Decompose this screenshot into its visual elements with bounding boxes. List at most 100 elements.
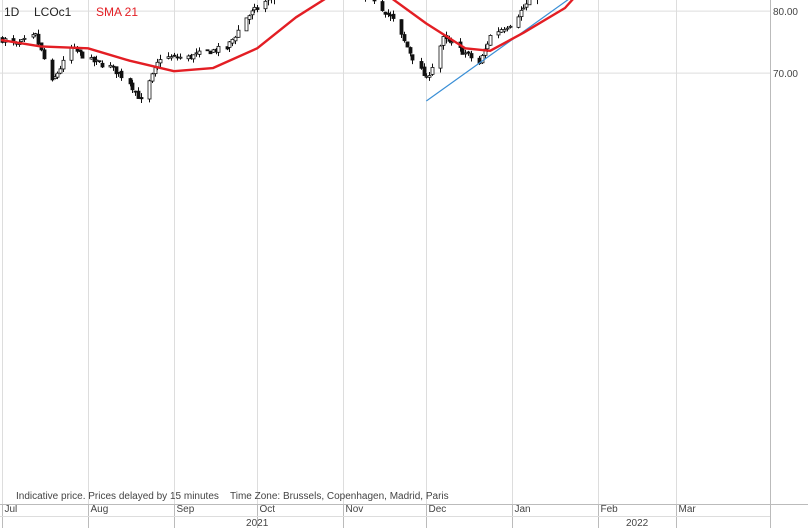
y-tick-label: 80.00 <box>773 7 798 18</box>
candle <box>78 49 83 56</box>
candle-body <box>111 65 116 68</box>
candle-body <box>178 56 183 59</box>
candle-body <box>80 51 85 59</box>
candle-body <box>388 14 393 17</box>
legend-interval[interactable]: 1D <box>4 5 20 19</box>
candle-body <box>488 35 493 46</box>
candle <box>505 26 510 32</box>
sma-line <box>0 0 574 73</box>
candle-body <box>508 25 513 28</box>
candle <box>380 0 385 12</box>
candle <box>427 71 432 81</box>
candle-body <box>255 7 260 10</box>
x-tick-label: Feb <box>601 504 619 515</box>
candle-body <box>227 41 232 48</box>
candle-body <box>502 29 507 32</box>
candle-body <box>205 49 210 52</box>
candle <box>527 0 532 6</box>
support-trendline <box>425 0 569 102</box>
candle-body <box>169 56 174 59</box>
x-tick-label: Sep <box>177 504 195 515</box>
candle-body <box>172 54 177 57</box>
candle <box>150 72 155 83</box>
x-tick-label: Jan <box>515 504 531 515</box>
candle-body <box>114 66 119 75</box>
candle-body <box>36 33 41 45</box>
candle <box>537 0 538 5</box>
candle-body <box>469 53 474 59</box>
x-year-label: 2021 <box>246 518 269 528</box>
candle-body <box>250 10 255 16</box>
candle <box>205 49 210 52</box>
candle-body <box>247 15 252 20</box>
candle <box>391 10 396 22</box>
candle <box>524 0 529 11</box>
legend-sma[interactable]: SMA 21 <box>96 5 138 19</box>
candle-body <box>521 7 526 10</box>
x-tick-label: Nov <box>346 504 364 515</box>
candle <box>233 35 238 45</box>
candle-body <box>466 51 471 54</box>
candle <box>114 66 119 79</box>
candle-body <box>208 50 213 55</box>
candle-body <box>527 0 532 6</box>
candle-body <box>139 97 144 100</box>
candle-body <box>108 64 113 68</box>
candle <box>410 54 415 65</box>
candle-body <box>33 33 38 36</box>
candle <box>227 41 232 53</box>
candle <box>36 29 41 47</box>
candle-body <box>100 62 105 68</box>
candle-body <box>408 47 413 54</box>
candle <box>42 47 47 60</box>
candle <box>466 50 471 56</box>
candle <box>271 0 272 4</box>
candle-body <box>58 68 63 74</box>
candle <box>208 50 213 55</box>
candle <box>139 93 144 103</box>
candle-body <box>430 67 435 75</box>
candle-body <box>69 47 74 61</box>
candle <box>405 41 410 48</box>
candle <box>136 87 141 99</box>
candle <box>266 0 271 6</box>
candle-body <box>438 45 443 69</box>
candle <box>61 56 66 73</box>
candle-body <box>89 57 94 60</box>
grid <box>0 0 770 504</box>
candle <box>50 58 55 82</box>
sma-layer <box>0 0 574 73</box>
candle <box>496 27 501 39</box>
candle-body <box>372 0 377 2</box>
candle-body <box>524 3 529 8</box>
candle-body <box>119 70 124 79</box>
candle-body <box>175 56 180 59</box>
candle <box>488 34 493 46</box>
candle <box>172 52 177 57</box>
candle <box>119 68 124 81</box>
candle <box>80 51 85 59</box>
candle <box>430 63 435 76</box>
candle-body <box>427 75 432 78</box>
candle <box>521 4 526 10</box>
candle-body <box>150 73 155 82</box>
candle-body <box>380 1 385 11</box>
x-tick-label: Dec <box>429 504 447 515</box>
candle-body <box>191 54 196 60</box>
candle <box>469 50 474 62</box>
candle-body <box>19 39 24 42</box>
candle-body <box>419 61 424 69</box>
candle <box>191 54 196 63</box>
candle-body <box>116 72 121 74</box>
candle-body <box>216 45 221 53</box>
y-tick-label: 70.00 <box>773 69 798 80</box>
candle <box>100 60 105 69</box>
candle <box>55 71 60 80</box>
candle <box>365 0 366 2</box>
candle-body <box>136 90 141 99</box>
candle <box>247 14 252 25</box>
candle <box>408 46 413 57</box>
legend-symbol[interactable]: LCOc1 <box>34 5 72 19</box>
